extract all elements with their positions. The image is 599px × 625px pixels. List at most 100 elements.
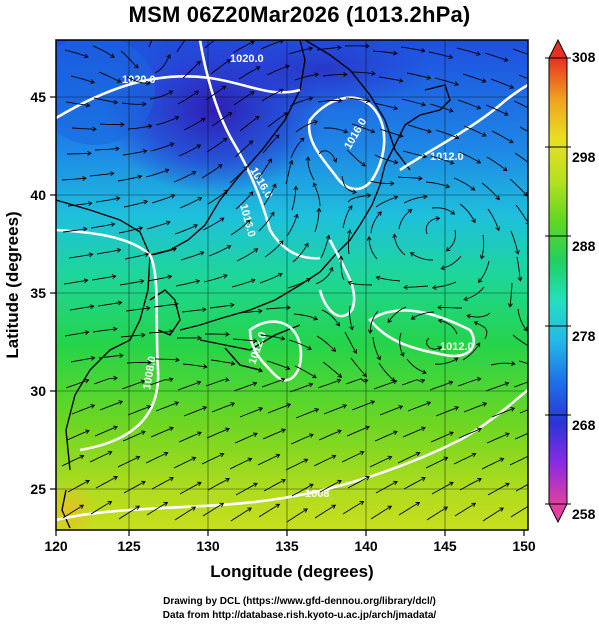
streamline [210, 59, 231, 75]
streamline [379, 128, 403, 137]
streamline-arrowhead [226, 59, 232, 64]
streamline [351, 400, 375, 411]
streamline-arrowhead [370, 128, 376, 134]
streamline-arrowhead [449, 431, 454, 436]
streamline-arrowhead [285, 64, 290, 70]
streamline [374, 154, 398, 164]
streamline [463, 286, 485, 301]
streamline [434, 357, 459, 365]
streamline [403, 196, 427, 204]
streamline-arrowhead [420, 378, 426, 384]
streamline-arrowhead [110, 171, 115, 177]
streamline [70, 75, 95, 84]
streamline [207, 189, 228, 205]
streamline [117, 175, 142, 182]
streamline [183, 117, 206, 131]
streamline-arrowhead [85, 479, 90, 485]
streamline [322, 361, 342, 378]
streamline-arrowhead [219, 452, 225, 458]
streamline-arrowhead [377, 211, 382, 216]
streamline-arrowhead [311, 373, 317, 379]
y-tick-labels: 25 30 35 40 45 [30, 89, 46, 497]
streamline [317, 379, 341, 389]
streamline [179, 482, 202, 495]
streamline [64, 331, 89, 337]
streamline [211, 402, 235, 413]
streamline-arrowhead [111, 274, 117, 280]
streamline-arrowhead [337, 373, 343, 378]
streamline-arrowhead [308, 96, 314, 102]
streamline-arrowhead [283, 112, 289, 117]
streamline [313, 455, 336, 467]
streamline-arrowhead [450, 210, 456, 215]
streamline [292, 243, 309, 263]
streamline-arrowhead [349, 325, 354, 331]
streamline [151, 194, 175, 204]
streamline-arrowhead [88, 252, 94, 258]
streamline [62, 504, 84, 519]
streamline-arrowhead [258, 367, 264, 373]
plot-area: 1020.0 1020.0 1012.0 1016.0 1016.0 1008.… [56, 34, 537, 530]
streamline [257, 158, 272, 180]
streamline-arrowhead [299, 137, 305, 143]
streamline-arrowhead [270, 211, 275, 217]
streamline-arrowhead [243, 165, 248, 171]
streamline [346, 426, 370, 437]
streamline-arrowhead [533, 429, 537, 433]
streamline [462, 342, 481, 361]
streamline [99, 400, 123, 411]
streamline-arrowhead [220, 34, 224, 38]
streamline [387, 306, 407, 323]
streamline [431, 482, 454, 495]
streamline [235, 191, 254, 210]
streamline [406, 358, 427, 374]
streamline-arrowhead [113, 476, 118, 481]
streamline [315, 267, 333, 285]
streamline-arrowhead [143, 199, 149, 205]
cold-air-region-north [210, 40, 430, 110]
streamline-arrowhead [303, 508, 308, 513]
streamline-arrowhead [343, 128, 349, 134]
streamline [397, 176, 423, 179]
streamline [463, 402, 487, 413]
streamline-arrowhead [200, 117, 206, 123]
streamline [341, 451, 364, 463]
streamline [397, 452, 420, 464]
streamline-arrowhead [507, 303, 513, 308]
streamline-arrowhead [503, 57, 509, 62]
streamline-arrowhead [278, 240, 284, 245]
streamline-arrowhead [409, 252, 415, 257]
streamline-arrowhead [420, 48, 426, 53]
streamline-arrowhead [280, 377, 286, 383]
streamline-arrowhead [173, 301, 179, 307]
streamline-arrowhead [221, 85, 227, 90]
streamline-arrowhead [313, 315, 319, 321]
streamline [289, 97, 313, 107]
streamline [441, 255, 462, 270]
streamline [345, 378, 368, 385]
streamline [147, 275, 172, 282]
streamline [94, 147, 119, 151]
streamline [429, 381, 453, 391]
streamline-arrowhead [443, 506, 449, 511]
streamline [148, 331, 174, 334]
streamline [291, 483, 314, 497]
streamline-arrowhead [445, 246, 451, 252]
streamline-arrowhead [437, 305, 442, 310]
streamline-arrowhead [169, 142, 175, 147]
streamline-arrowhead [119, 353, 124, 359]
streamline-arrowhead [449, 160, 455, 165]
streamline-arrowhead [117, 300, 123, 306]
streamline-arrowhead [393, 105, 399, 111]
streamline-arrowhead [141, 480, 146, 486]
streamline-arrowhead [90, 79, 95, 84]
streamline-arrowhead [482, 402, 488, 407]
streamline-arrowhead [168, 90, 174, 95]
streamline-arrowhead [495, 195, 500, 201]
streamline [233, 382, 257, 392]
streamline [375, 481, 398, 494]
streamline [262, 429, 286, 440]
streamline [121, 102, 146, 105]
streamline [127, 405, 151, 416]
streamline-arrowhead [135, 455, 141, 461]
